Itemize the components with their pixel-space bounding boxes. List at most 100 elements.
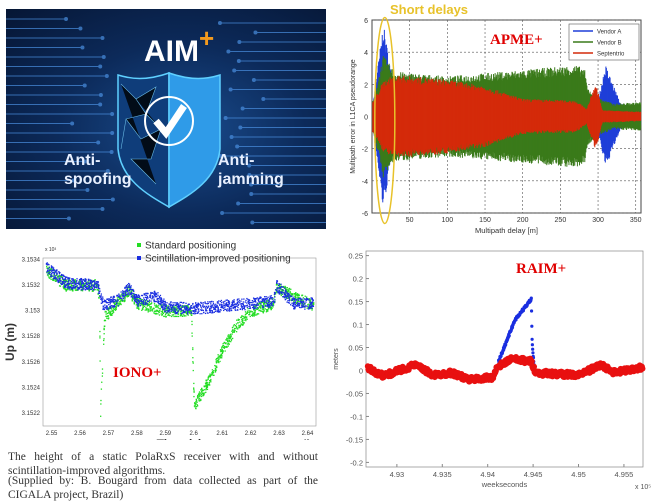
x-tick-label: 250 (555, 217, 567, 224)
data-point (46, 271, 47, 272)
data-point (57, 273, 58, 274)
data-point (195, 311, 196, 312)
x-tick-label: 200 (517, 217, 529, 224)
data-point (69, 286, 70, 287)
data-point (212, 372, 213, 373)
data-point (221, 347, 222, 348)
data-point (225, 339, 226, 340)
data-point (93, 280, 94, 281)
data-point (230, 338, 231, 339)
data-point (162, 311, 163, 312)
data-point (265, 308, 266, 309)
data-point (165, 301, 166, 302)
data-point (150, 310, 151, 311)
data-point (71, 282, 72, 283)
data-point (177, 307, 178, 308)
data-point (86, 288, 87, 289)
data-point (294, 298, 295, 299)
data-point (111, 305, 112, 306)
data-point (196, 305, 197, 306)
data-point (53, 267, 54, 268)
data-point (284, 288, 285, 289)
data-point (224, 305, 225, 306)
data-point (257, 309, 258, 310)
data-point (193, 383, 194, 384)
data-point (221, 305, 222, 306)
data-point (237, 301, 238, 302)
data-point (188, 304, 189, 305)
data-point (228, 306, 229, 307)
x-tick-label: 300 (592, 217, 604, 224)
data-point (164, 316, 165, 317)
data-point (229, 302, 230, 303)
data-point (113, 299, 114, 300)
data-point (203, 393, 204, 394)
legend-label: Vendor A (597, 30, 621, 36)
data-point (243, 316, 244, 317)
data-point (168, 306, 169, 307)
data-point (111, 299, 112, 300)
data-point (104, 301, 105, 302)
data-point (292, 293, 293, 294)
data-point (205, 383, 206, 384)
data-point (231, 340, 232, 341)
data-point (213, 370, 214, 371)
data-point (228, 300, 229, 301)
data-point (117, 302, 118, 303)
data-point (106, 308, 107, 309)
data-point (267, 298, 268, 299)
data-point (144, 299, 145, 300)
data-point (212, 304, 213, 305)
x-tick-label: 2.61 (216, 431, 228, 437)
data-point (282, 296, 283, 297)
data-point (98, 297, 99, 298)
data-point (145, 300, 146, 301)
data-point (65, 281, 66, 282)
data-point (50, 274, 51, 275)
data-point (214, 307, 215, 308)
data-point (187, 307, 188, 308)
data-point (232, 338, 233, 339)
data-point (71, 288, 72, 289)
data-point (195, 408, 196, 409)
data-point (209, 301, 210, 302)
data-point (220, 307, 221, 308)
data-point (53, 269, 54, 270)
data-point (95, 286, 96, 287)
data-point (124, 299, 125, 300)
data-point (136, 299, 137, 300)
data-point (102, 296, 103, 297)
data-point (114, 309, 115, 310)
data-point (508, 334, 511, 337)
data-point (238, 304, 239, 305)
data-point (223, 342, 224, 343)
data-point (158, 303, 159, 304)
data-point (206, 382, 207, 383)
data-point (274, 296, 275, 297)
data-point (193, 362, 194, 363)
data-point (277, 281, 278, 282)
data-point (196, 402, 197, 403)
data-point (163, 303, 164, 304)
data-point (99, 290, 100, 291)
data-point (145, 293, 146, 294)
data-point (230, 306, 231, 307)
data-point (116, 301, 117, 302)
data-point (136, 301, 137, 302)
data-point (84, 285, 85, 286)
data-point (236, 306, 237, 307)
data-point (286, 302, 287, 303)
data-point (175, 309, 176, 310)
data-point (236, 327, 237, 328)
x-axis-label: Time (s) (157, 437, 203, 440)
data-point (271, 303, 272, 304)
legend-label: Vendor B (597, 41, 622, 47)
data-point (210, 306, 211, 307)
data-point (288, 291, 289, 292)
data-point (205, 389, 206, 390)
data-point (110, 299, 111, 300)
data-point (247, 307, 248, 308)
data-point (298, 298, 299, 299)
data-point (120, 303, 121, 304)
data-point (164, 307, 165, 308)
